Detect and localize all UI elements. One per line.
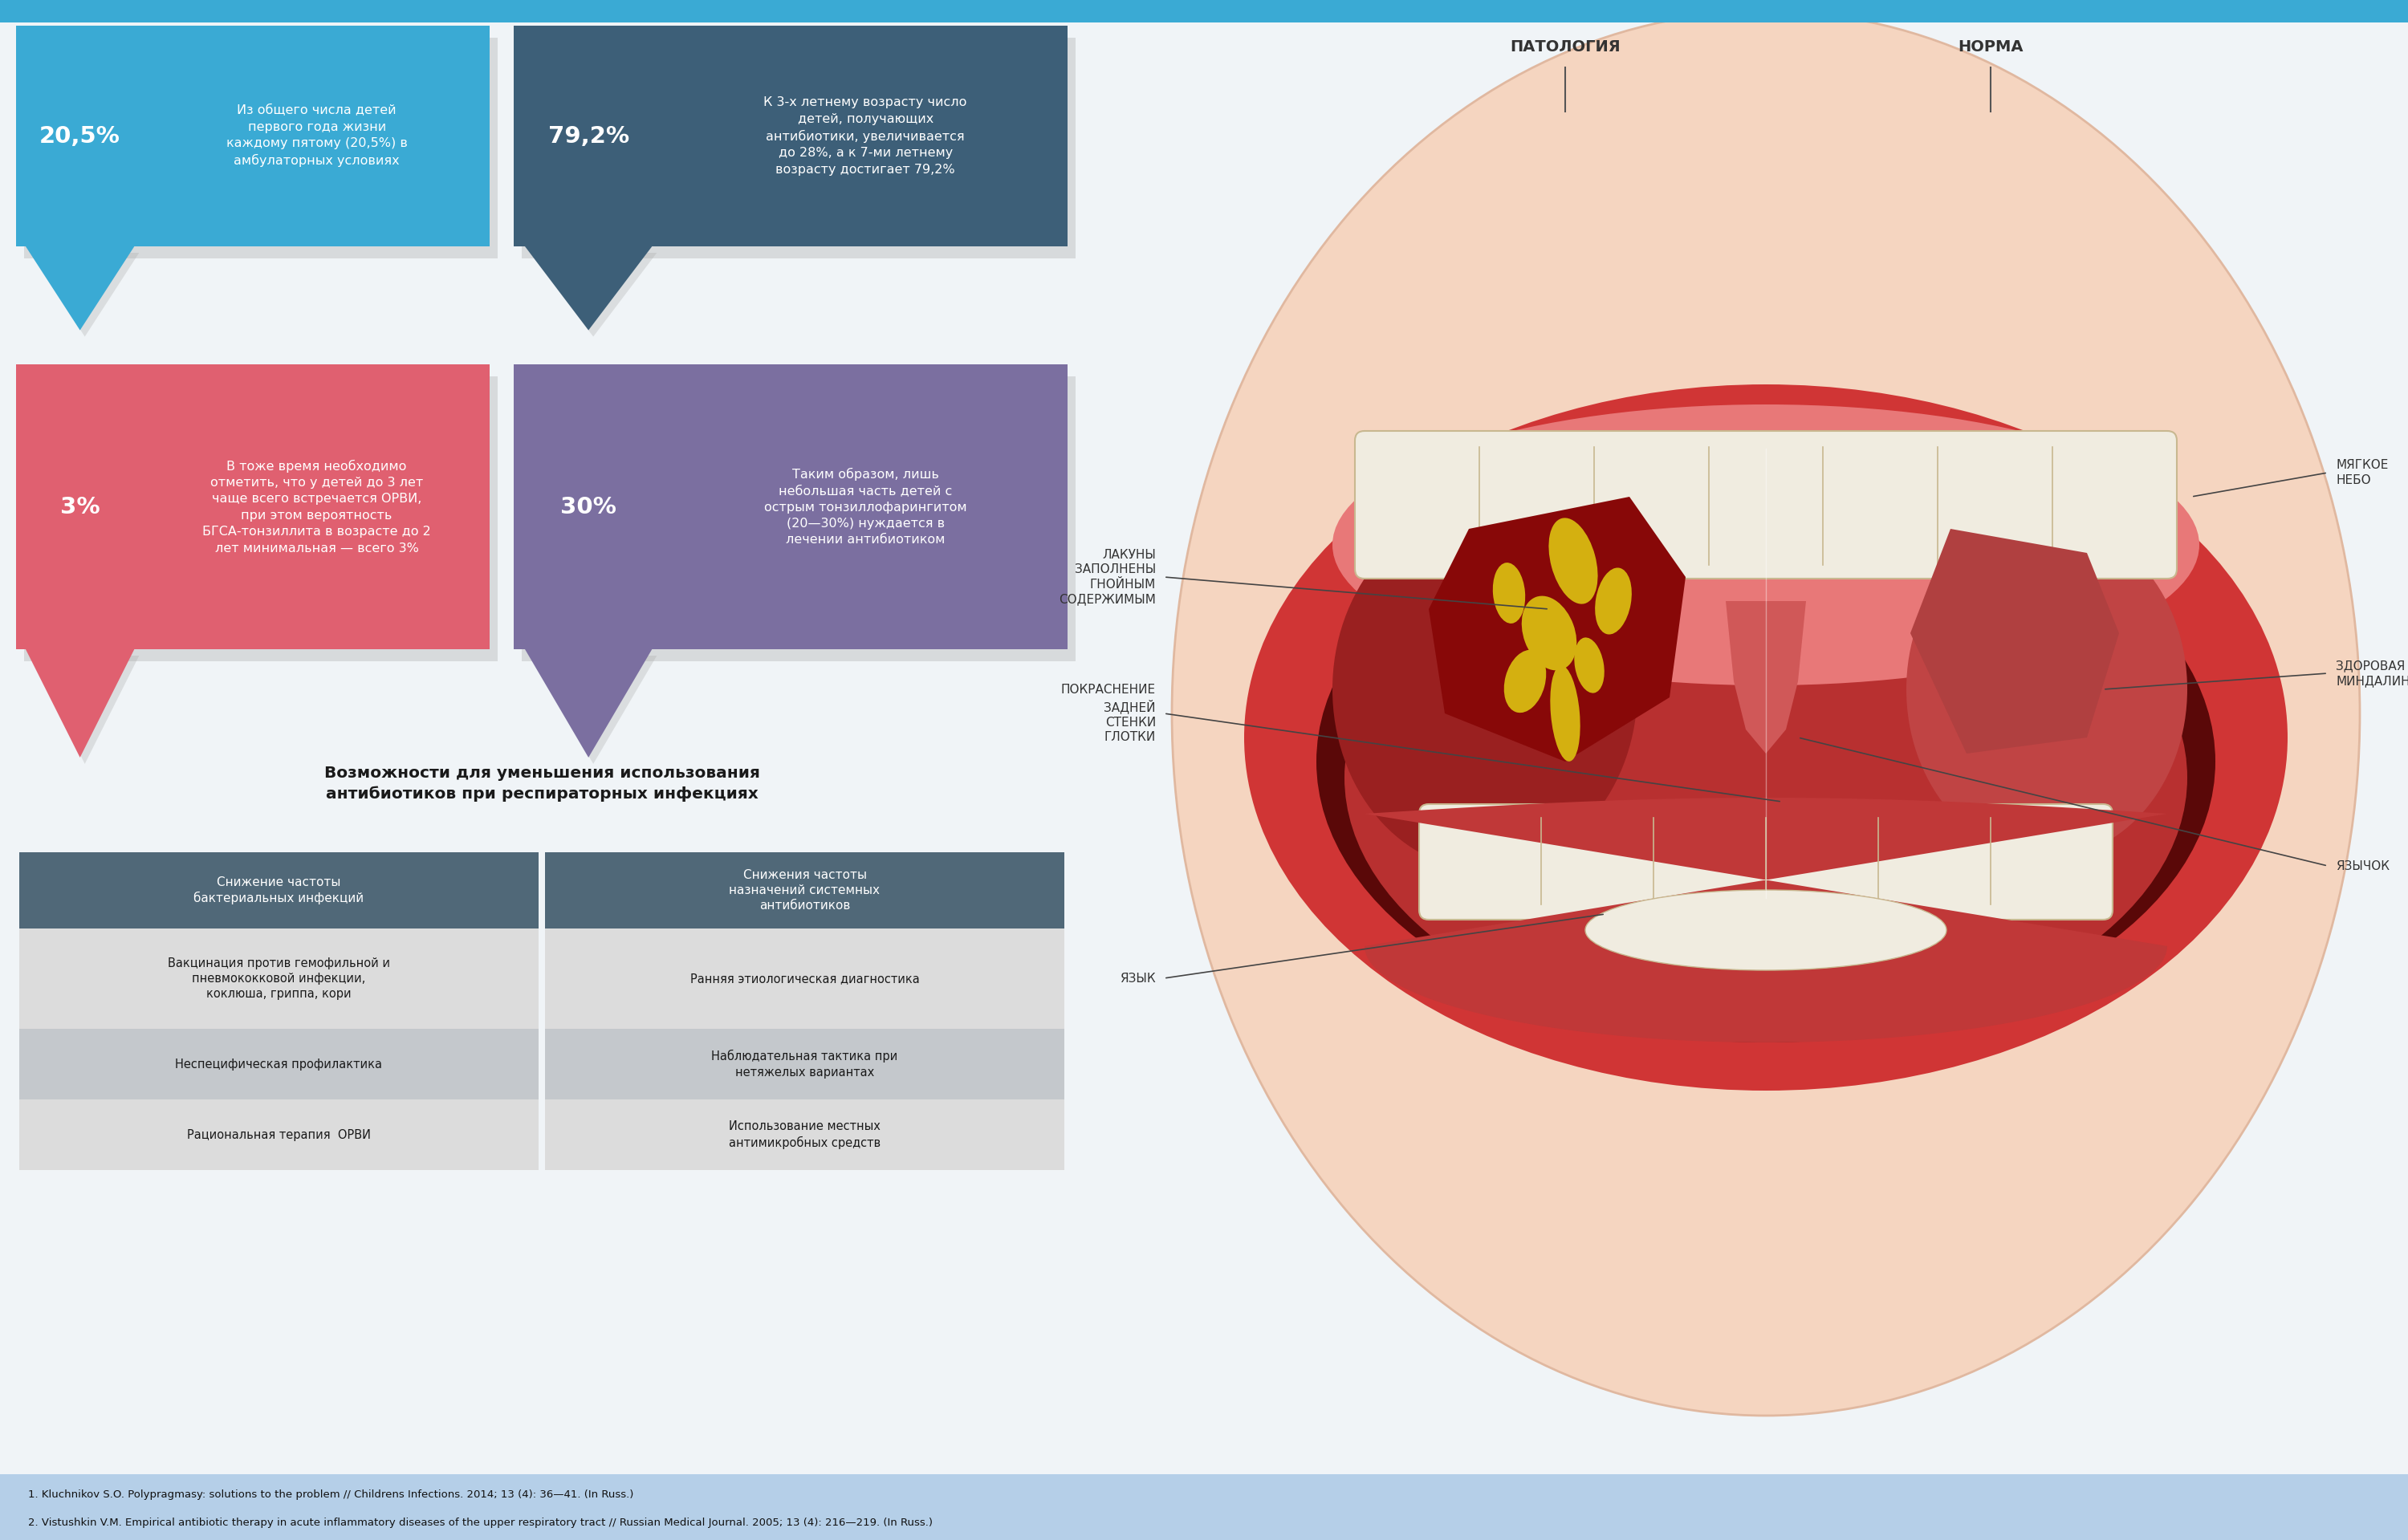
Text: Неспецифическая профилактика: Неспецифическая профилактика (176, 1058, 383, 1070)
FancyBboxPatch shape (523, 37, 1076, 259)
FancyBboxPatch shape (19, 1029, 539, 1100)
Text: Наблюдательная тактика при
нетяжелых вариантах: Наблюдательная тактика при нетяжелых вар… (710, 1050, 898, 1078)
Text: Возможности для уменьшения использования
антибиотиков при респираторных инфекция: Возможности для уменьшения использования… (325, 765, 759, 801)
Text: МЯГКОЕ
НЕБО: МЯГКОЕ НЕБО (2336, 459, 2389, 487)
FancyBboxPatch shape (17, 365, 489, 650)
Text: ЯЗЫЧОК: ЯЗЫЧОК (2336, 859, 2389, 872)
Text: Вакцинация против гемофильной и
пневмококковой инфекции,
коклюша, гриппа, кори: Вакцинация против гемофильной и пневмоко… (169, 958, 390, 999)
Polygon shape (525, 246, 653, 330)
Polygon shape (26, 650, 135, 758)
FancyBboxPatch shape (19, 929, 539, 1029)
Polygon shape (530, 253, 657, 337)
Text: ПАТОЛОГИЯ: ПАТОЛОГИЯ (1510, 40, 1621, 55)
FancyBboxPatch shape (1418, 804, 2112, 919)
FancyBboxPatch shape (24, 37, 498, 259)
FancyBboxPatch shape (0, 1474, 2408, 1540)
Text: Использование местных
антимикробных средств: Использование местных антимикробных сред… (730, 1121, 881, 1149)
FancyBboxPatch shape (544, 852, 1064, 929)
Text: К 3-х летнему возрасту число
детей, получающих
антибиотики, увеличивается
до 28%: К 3-х летнему возрасту число детей, полу… (763, 97, 968, 176)
Polygon shape (1428, 497, 1686, 762)
Ellipse shape (1332, 405, 2199, 685)
Text: Рациональная терапия  ОРВИ: Рациональная терапия ОРВИ (188, 1129, 371, 1141)
FancyBboxPatch shape (523, 376, 1076, 661)
FancyBboxPatch shape (513, 26, 1067, 246)
Text: Ранняя этиологическая диагностика: Ранняя этиологическая диагностика (691, 973, 920, 984)
Polygon shape (1365, 798, 2167, 1043)
Ellipse shape (1522, 596, 1577, 670)
Ellipse shape (1317, 480, 2215, 1043)
Ellipse shape (1907, 521, 2186, 858)
FancyBboxPatch shape (513, 365, 1067, 650)
FancyBboxPatch shape (1356, 431, 2177, 579)
Ellipse shape (1594, 568, 1633, 634)
Text: 3%: 3% (60, 496, 99, 517)
Ellipse shape (1584, 890, 1946, 970)
Ellipse shape (1245, 385, 2288, 1090)
Ellipse shape (1548, 517, 1599, 604)
Ellipse shape (1344, 517, 2186, 1038)
Text: ЗДОРОВАЯ
МИНДАЛИНА: ЗДОРОВАЯ МИНДАЛИНА (2336, 659, 2408, 687)
Text: 79,2%: 79,2% (549, 125, 628, 148)
Ellipse shape (1575, 638, 1604, 693)
FancyBboxPatch shape (544, 1100, 1064, 1170)
Text: НОРМА: НОРМА (1958, 40, 2023, 55)
Text: 20,5%: 20,5% (39, 125, 120, 148)
Polygon shape (26, 246, 135, 330)
Text: 2. Vistushkin V.M. Empirical antibiotic therapy in acute inflammatory diseases o: 2. Vistushkin V.M. Empirical antibiotic … (29, 1517, 932, 1528)
Text: 1. Kluchnikov S.O. Polypragmasy: solutions to the problem // Childrens Infection: 1. Kluchnikov S.O. Polypragmasy: solutio… (29, 1489, 633, 1500)
FancyBboxPatch shape (24, 376, 498, 661)
Text: Снижения частоты
назначений системных
антибиотиков: Снижения частоты назначений системных ан… (730, 869, 881, 912)
Polygon shape (525, 650, 653, 758)
Ellipse shape (1551, 665, 1580, 761)
FancyBboxPatch shape (544, 929, 1064, 1029)
Polygon shape (1910, 528, 2119, 753)
Polygon shape (530, 656, 657, 764)
Text: В тоже время необходимо
отметить, что у детей до 3 лет
чаще всего встречается ОР: В тоже время необходимо отметить, что у … (202, 459, 431, 554)
FancyBboxPatch shape (0, 0, 2408, 23)
Polygon shape (31, 656, 140, 764)
Text: 30%: 30% (561, 496, 616, 517)
Ellipse shape (1332, 508, 1637, 870)
Ellipse shape (1493, 562, 1524, 624)
Polygon shape (1727, 601, 1806, 753)
FancyBboxPatch shape (19, 1100, 539, 1170)
Text: Из общего числа детей
первого года жизни
каждому пятому (20,5%) в
амбулаторных у: Из общего числа детей первого года жизни… (226, 105, 407, 168)
Ellipse shape (1173, 11, 2360, 1415)
Text: Таким образом, лишь
небольшая часть детей с
острым тонзиллофарингитом
(20—30%) н: Таким образом, лишь небольшая часть дете… (763, 468, 966, 547)
Text: ЛАКУНЫ
ЗАПОЛНЕНЫ
ГНОЙНЫМ
СОДЕРЖИМЫМ: ЛАКУНЫ ЗАПОЛНЕНЫ ГНОЙНЫМ СОДЕРЖИМЫМ (1060, 548, 1156, 605)
FancyBboxPatch shape (544, 1029, 1064, 1100)
Ellipse shape (1505, 650, 1546, 713)
Text: ПОКРАСНЕНИЕ
ЗАДНЕЙ
СТЕНКИ
ГЛОТКИ: ПОКРАСНЕНИЕ ЗАДНЕЙ СТЕНКИ ГЛОТКИ (1062, 684, 1156, 744)
FancyBboxPatch shape (19, 852, 539, 929)
FancyBboxPatch shape (17, 26, 489, 246)
Polygon shape (31, 253, 140, 337)
Text: Снижение частоты
бактериальных инфекций: Снижение частоты бактериальных инфекций (193, 876, 364, 904)
Text: ЯЗЫК: ЯЗЫК (1120, 972, 1156, 984)
